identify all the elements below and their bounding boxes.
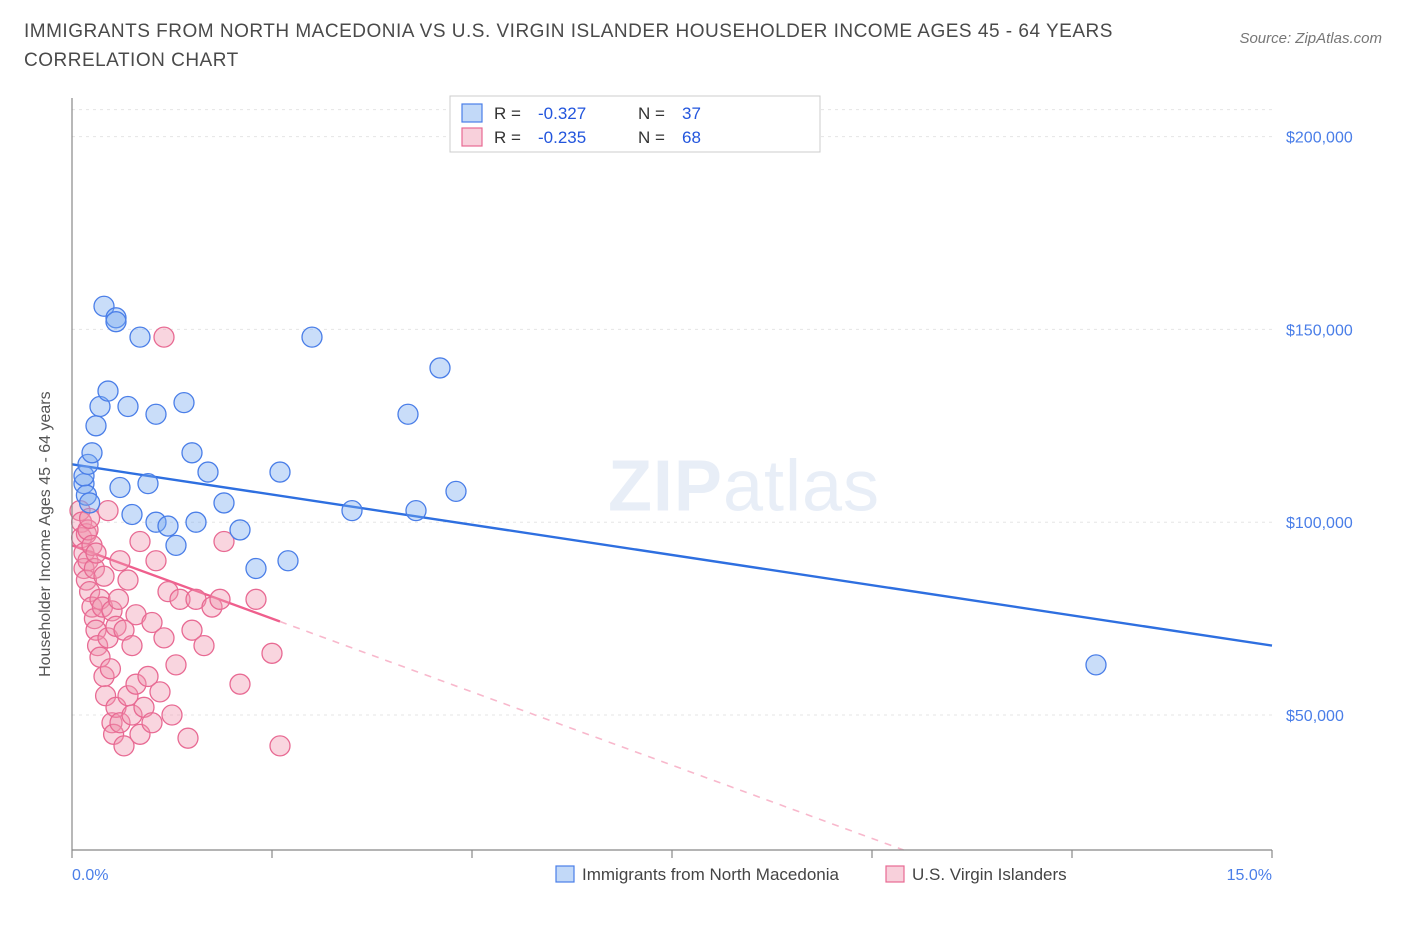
- data-point: [178, 728, 198, 748]
- data-point: [118, 397, 138, 417]
- data-point: [154, 327, 174, 347]
- data-point: [94, 566, 114, 586]
- data-point: [98, 381, 118, 401]
- chart-container: ZIPatlas 0.0% 15.0% $50,000 $100,000 $150,000…: [24, 88, 1382, 908]
- scatter-chart: ZIPatlas 0.0% 15.0% $50,000 $100,000 $150,000…: [24, 88, 1382, 908]
- data-point: [342, 501, 362, 521]
- x-tick-label: 15.0%: [1227, 867, 1272, 884]
- y-tick-label: $50,000: [1286, 708, 1344, 725]
- legend-n-label: N =: [638, 104, 665, 123]
- x-tick-label: 0.0%: [72, 867, 108, 884]
- y-tick-label: $100,000: [1286, 515, 1353, 532]
- legend-swatch: [462, 128, 482, 146]
- data-point: [130, 531, 150, 551]
- legend-r-label: R =: [494, 104, 521, 123]
- data-point: [154, 628, 174, 648]
- legend-r-value: -0.327: [538, 104, 586, 123]
- data-point: [162, 705, 182, 725]
- y-axis-label: Householder Income Ages 45 - 64 years: [37, 391, 54, 677]
- data-point: [210, 589, 230, 609]
- data-point: [146, 404, 166, 424]
- data-point: [406, 501, 426, 521]
- data-point: [110, 477, 130, 497]
- legend-swatch: [462, 104, 482, 122]
- data-point: [270, 736, 290, 756]
- legend-swatch: [556, 866, 574, 882]
- y-tick-label: $200,000: [1286, 130, 1353, 147]
- data-point: [106, 312, 126, 332]
- legend-swatch: [886, 866, 904, 882]
- data-point: [150, 682, 170, 702]
- data-point: [166, 655, 186, 675]
- data-point: [174, 393, 194, 413]
- legend-r-value: -0.235: [538, 128, 586, 147]
- data-point: [158, 516, 178, 536]
- legend-r-label: R =: [494, 128, 521, 147]
- data-point: [446, 481, 466, 501]
- data-point: [98, 501, 118, 521]
- chart-title: IMMIGRANTS FROM NORTH MACEDONIA VS U.S. …: [24, 18, 1144, 75]
- data-point: [198, 462, 218, 482]
- trend-line-dash: [280, 622, 904, 850]
- data-point: [430, 358, 450, 378]
- data-point: [100, 659, 120, 679]
- data-point: [122, 504, 142, 524]
- data-point: [186, 512, 206, 532]
- data-point: [86, 416, 106, 436]
- data-point: [118, 570, 138, 590]
- watermark: ZIPatlas: [608, 447, 880, 527]
- data-point: [142, 713, 162, 733]
- data-point: [82, 443, 102, 463]
- data-point: [246, 589, 266, 609]
- legend-n-value: 37: [682, 104, 701, 123]
- source-label: Source: ZipAtlas.com: [1239, 30, 1382, 47]
- data-point: [398, 404, 418, 424]
- data-point: [246, 558, 266, 578]
- legend-n-label: N =: [638, 128, 665, 147]
- data-point: [146, 551, 166, 571]
- y-tick-label: $150,000: [1286, 322, 1353, 339]
- data-point: [302, 327, 322, 347]
- data-point: [182, 443, 202, 463]
- data-point: [270, 462, 290, 482]
- data-point: [278, 551, 298, 571]
- data-point: [108, 589, 128, 609]
- data-point: [166, 535, 186, 555]
- data-point: [262, 643, 282, 663]
- data-point: [230, 520, 250, 540]
- data-point: [130, 327, 150, 347]
- data-point: [122, 636, 142, 656]
- data-point: [194, 636, 214, 656]
- data-point: [214, 493, 234, 513]
- data-point: [80, 493, 100, 513]
- data-point: [1086, 655, 1106, 675]
- data-point: [138, 474, 158, 494]
- data-point: [86, 543, 106, 563]
- data-point: [230, 674, 250, 694]
- legend-n-value: 68: [682, 128, 701, 147]
- data-point: [110, 551, 130, 571]
- series-b-name: U.S. Virgin Islanders: [912, 865, 1067, 884]
- series-a-name: Immigrants from North Macedonia: [582, 865, 840, 884]
